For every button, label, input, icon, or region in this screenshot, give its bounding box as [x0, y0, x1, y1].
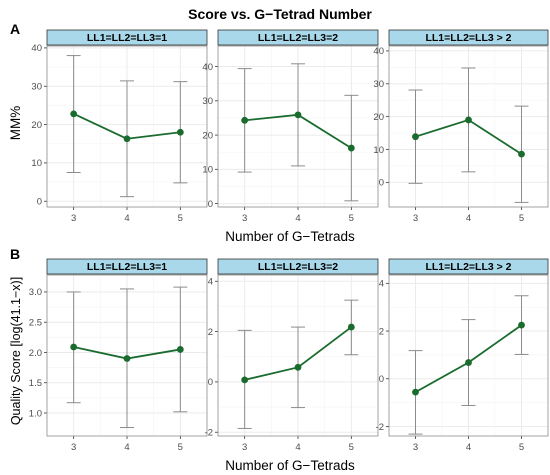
data-point	[518, 150, 525, 158]
data-point	[294, 111, 302, 119]
panel-label-b: B	[10, 246, 20, 262]
x-tick-label: 3	[242, 213, 247, 224]
x-axis-label-b: Number of G−Tetrads	[225, 458, 355, 473]
y-tick-label: 30	[202, 96, 213, 107]
x-tick-label: 4	[466, 213, 471, 224]
x-tick-label: 5	[349, 213, 354, 224]
data-point	[465, 116, 472, 124]
facet-strip-label: LL1=LL2=LL3 > 2	[425, 261, 511, 273]
y-tick-label: 0	[379, 374, 384, 385]
y-tick-label: 3.0	[29, 287, 42, 298]
y-tick-label: 30	[31, 82, 42, 93]
y-tick-label: -2	[205, 428, 213, 439]
data-point	[347, 144, 355, 152]
panel-label-a: A	[10, 21, 20, 37]
y-tick-label: 1.5	[29, 378, 42, 389]
x-tick-label: 4	[124, 442, 129, 453]
facet-a-1: LL1=LL2=LL3=1 0 10 20 30 40 3 4 5	[31, 29, 208, 224]
facet-strip-label: LL1=LL2=LL3=1	[87, 261, 167, 273]
x-tick-label: 4	[295, 442, 300, 453]
x-tick-label: 3	[242, 442, 247, 453]
y-tick-label: 40	[202, 62, 213, 73]
y-tick-label: 10	[202, 165, 213, 176]
data-point	[70, 110, 78, 118]
facet-b-2: LL1=LL2=LL3=2 -2 0 2 4 3 4 5	[205, 258, 379, 453]
data-point	[518, 321, 525, 329]
y-tick-label: 4	[379, 279, 384, 290]
y-tick-label: 0	[379, 178, 384, 189]
panel-border	[217, 274, 379, 437]
x-tick-label: 3	[413, 213, 418, 224]
facet-strip	[217, 258, 379, 275]
facet-a-3: LL1=LL2=LL3 > 2 0 10 20 30 40 3 4 5	[373, 29, 549, 224]
data-point	[294, 363, 302, 371]
data-point	[241, 376, 249, 384]
y-tick-label: 10	[31, 158, 42, 169]
panel-border	[388, 45, 549, 208]
facet-strip	[388, 258, 549, 275]
facet-strip-label: LL1=LL2=LL3=2	[258, 261, 338, 273]
facet-strip-label: LL1=LL2=LL3=1	[87, 32, 167, 44]
x-tick-label: 3	[413, 442, 418, 453]
data-point	[412, 133, 419, 141]
x-tick-label: 4	[466, 442, 471, 453]
y-tick-label: 0	[208, 199, 213, 210]
panel-border	[46, 45, 208, 208]
data-point	[70, 343, 78, 351]
x-tick-label: 5	[178, 442, 183, 453]
y-axis-label-b: Quality Score [log(41.1−x)]	[9, 277, 23, 425]
y-tick-label: 20	[31, 120, 42, 131]
y-tick-label: 0	[37, 197, 42, 208]
x-axis-label-a: Number of G−Tetrads	[225, 229, 355, 244]
y-tick-label: 10	[373, 145, 384, 156]
y-tick-label: 2	[208, 327, 213, 338]
y-tick-label: 0	[208, 377, 213, 388]
data-point	[123, 135, 131, 143]
facet-strip-label: LL1=LL2=LL3 > 2	[425, 32, 511, 44]
y-tick-label: 2.0	[29, 348, 42, 359]
y-tick-label: 40	[31, 43, 42, 54]
data-point	[176, 128, 184, 136]
panel-border	[46, 274, 208, 437]
y-tick-label: 30	[373, 79, 384, 90]
y-tick-label: -2	[376, 422, 384, 433]
data-point	[412, 388, 419, 396]
data-point	[241, 116, 249, 124]
x-tick-label: 3	[71, 442, 76, 453]
data-point	[176, 346, 184, 353]
x-tick-label: 5	[349, 442, 354, 453]
data-point	[123, 355, 131, 362]
facet-b-1: LL1=LL2=LL3=1 1.0 1.5 2.0 2.5 3.0 3 4 5	[29, 258, 208, 453]
facet-strip	[46, 29, 208, 46]
y-tick-label: 1.0	[29, 408, 42, 419]
x-tick-label: 4	[124, 213, 129, 224]
y-tick-label: 4	[208, 277, 213, 288]
facet-strip-label: LL1=LL2=LL3=2	[258, 32, 338, 44]
y-tick-label: 20	[373, 112, 384, 123]
panel-border	[388, 274, 549, 437]
y-tick-label: 2.5	[29, 318, 42, 329]
x-tick-label: 3	[71, 213, 76, 224]
x-tick-label: 5	[519, 213, 524, 224]
data-point	[465, 359, 472, 366]
x-tick-label: 4	[295, 213, 300, 224]
facet-b-3: LL1=LL2=LL3 > 2 -2 0 2 4 3 4 5	[376, 258, 549, 453]
data-point	[347, 323, 355, 331]
y-tick-label: 40	[373, 46, 384, 57]
x-tick-label: 5	[519, 442, 524, 453]
figure-title: Score vs. G−Tetrad Number	[188, 6, 372, 22]
y-axis-label-a: MM%	[8, 106, 23, 141]
facet-a-2: LL1=LL2=LL3=2 0 10 20 30 40 3 4 5	[202, 29, 379, 224]
y-tick-label: 20	[202, 130, 213, 141]
y-tick-label: 2	[379, 326, 384, 337]
facet-strip	[217, 29, 379, 46]
x-tick-label: 5	[178, 213, 183, 224]
facet-strip	[388, 29, 549, 46]
facet-strip	[46, 258, 208, 275]
panel-border	[217, 45, 379, 208]
